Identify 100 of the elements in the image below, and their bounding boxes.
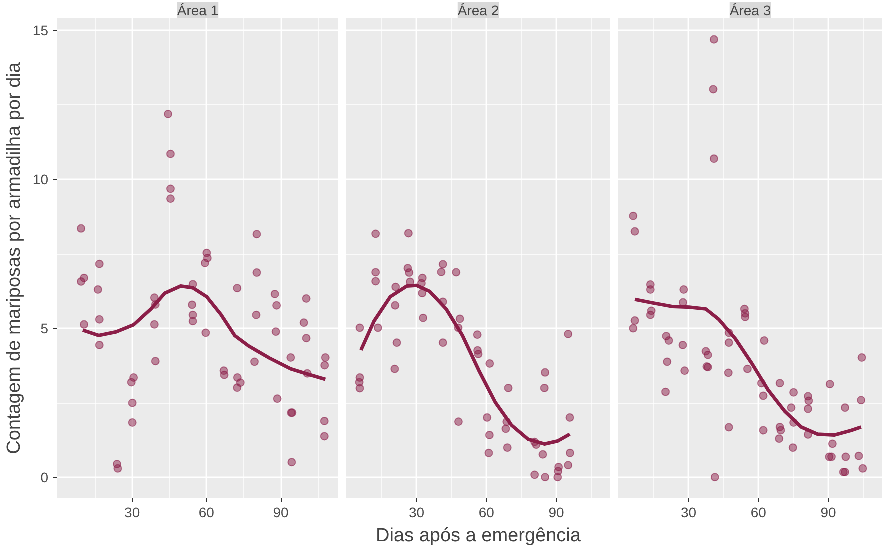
point — [202, 328, 210, 338]
point — [541, 368, 550, 377]
x-tick-label: 90 — [820, 504, 836, 520]
point — [760, 336, 769, 346]
point — [150, 320, 159, 329]
point — [858, 354, 866, 362]
point — [372, 230, 380, 238]
point — [502, 424, 510, 434]
point — [503, 444, 512, 452]
point — [484, 448, 494, 458]
point — [541, 473, 550, 482]
x-tick-label: 30 — [409, 504, 425, 520]
point — [320, 361, 330, 370]
x-tick-label: 60 — [198, 504, 215, 520]
y-tick-label: 5 — [40, 320, 49, 337]
point — [188, 300, 197, 310]
point — [504, 384, 513, 392]
point — [419, 314, 428, 322]
point — [473, 330, 482, 340]
point — [776, 379, 784, 388]
point — [454, 418, 463, 426]
x-tick-label: 30 — [124, 504, 140, 520]
point — [390, 364, 400, 374]
point — [356, 324, 364, 332]
point — [804, 396, 814, 406]
point — [95, 341, 104, 350]
point — [788, 444, 798, 452]
point — [188, 317, 198, 326]
x-tick-label: 60 — [478, 504, 495, 520]
point — [114, 464, 122, 473]
point — [678, 341, 688, 350]
point — [566, 448, 574, 458]
point — [164, 110, 173, 118]
point — [710, 473, 720, 482]
point — [483, 413, 492, 422]
point — [828, 440, 837, 448]
point — [438, 338, 448, 348]
point — [95, 260, 104, 268]
point — [842, 452, 850, 462]
point — [724, 368, 733, 378]
point — [486, 360, 494, 368]
point — [759, 392, 768, 400]
point — [77, 224, 86, 233]
point — [127, 378, 136, 387]
point — [664, 336, 674, 346]
point — [564, 461, 573, 470]
chart-title: Área 2 — [458, 2, 500, 18]
y-axis-title: Contagem de mariposas por armadilha por dia — [4, 62, 25, 454]
point — [646, 286, 655, 294]
point — [554, 473, 562, 482]
point — [418, 289, 427, 298]
point — [374, 324, 382, 332]
point — [128, 418, 137, 428]
x-tick-label: 60 — [750, 504, 767, 520]
point — [787, 404, 796, 412]
point — [321, 354, 330, 362]
y-tick-label: 10 — [32, 171, 49, 188]
point — [270, 290, 280, 299]
point — [151, 357, 160, 366]
point — [356, 384, 364, 393]
point — [166, 194, 175, 204]
point — [300, 318, 308, 328]
point — [320, 417, 329, 426]
point — [566, 413, 574, 422]
chart-title: Área 3 — [730, 2, 772, 18]
point — [629, 212, 638, 220]
point — [438, 260, 448, 269]
point — [392, 338, 402, 348]
point — [485, 431, 494, 440]
point — [710, 154, 718, 164]
point — [272, 301, 282, 310]
point — [474, 350, 483, 358]
point — [743, 364, 752, 374]
point — [530, 470, 540, 480]
point — [166, 184, 175, 194]
y-tick-label: 0 — [40, 470, 49, 486]
point — [233, 284, 242, 293]
point — [564, 330, 573, 338]
point — [392, 282, 400, 292]
point — [452, 268, 461, 277]
point — [200, 259, 210, 268]
point — [710, 35, 718, 44]
point — [372, 277, 380, 286]
point — [724, 423, 734, 432]
point — [391, 301, 400, 310]
x-tick-label: 30 — [681, 504, 697, 520]
point — [372, 268, 380, 277]
point — [166, 150, 175, 158]
point — [128, 398, 137, 408]
point — [704, 350, 712, 360]
point — [709, 85, 718, 94]
point — [94, 286, 102, 294]
point — [252, 268, 262, 278]
point — [272, 328, 280, 336]
point — [646, 310, 655, 320]
point — [841, 404, 850, 412]
point — [854, 452, 864, 460]
chart-title: Área 1 — [177, 2, 219, 18]
point — [663, 358, 672, 366]
point — [220, 370, 229, 380]
